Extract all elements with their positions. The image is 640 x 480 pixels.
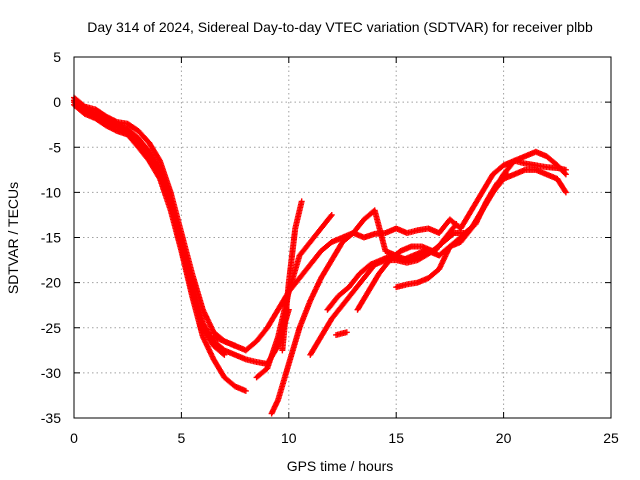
plot-frame	[73, 56, 612, 419]
axis-ticks: 0 5 10 15 20 25 5 0 -5 -10 -15 -20 -25 -30 -35	[41, 49, 619, 446]
series-track-4	[71, 99, 228, 358]
y-tick-label: -30	[41, 365, 61, 381]
data-point	[343, 329, 350, 336]
x-tick-label: 0	[70, 430, 78, 446]
x-axis-label: GPS time / hours	[287, 458, 394, 474]
y-tick-label: -35	[41, 410, 61, 426]
series-track-8	[253, 211, 335, 381]
x-tick-label: 20	[496, 430, 512, 446]
data-point	[298, 198, 305, 205]
y-tick-label: -5	[49, 139, 62, 155]
y-tick-label: 5	[53, 49, 61, 65]
x-tick-label: 25	[603, 430, 619, 446]
data-point	[562, 188, 569, 195]
y-tick-label: 0	[53, 94, 61, 110]
data-point	[453, 220, 460, 227]
data-point	[220, 350, 227, 357]
y-axis-label: SDTVAR / TECUs	[5, 182, 21, 294]
chart-title: Day 314 of 2024, Sidereal Day-to-day VTE…	[87, 19, 593, 35]
y-tick-label: -20	[41, 275, 61, 291]
data-point	[242, 387, 249, 394]
x-tick-label: 15	[388, 430, 404, 446]
data-markers	[71, 94, 569, 417]
data-point	[327, 213, 334, 220]
data-point	[328, 211, 335, 218]
data-point	[156, 170, 163, 177]
x-tick-label: 10	[281, 430, 297, 446]
data-point	[450, 230, 457, 237]
y-tick-label: -10	[41, 184, 61, 200]
series-track-11	[333, 329, 350, 338]
data-point	[452, 222, 459, 229]
data-point	[562, 189, 569, 196]
data-point	[562, 171, 569, 178]
y-tick-label: -15	[41, 230, 61, 246]
series-track-13	[393, 148, 569, 291]
y-tick-label: -25	[41, 320, 61, 336]
x-tick-label: 5	[178, 430, 186, 446]
data-point	[156, 156, 163, 163]
data-point	[221, 351, 228, 358]
series-track-5	[210, 157, 569, 354]
data-point	[561, 170, 568, 177]
